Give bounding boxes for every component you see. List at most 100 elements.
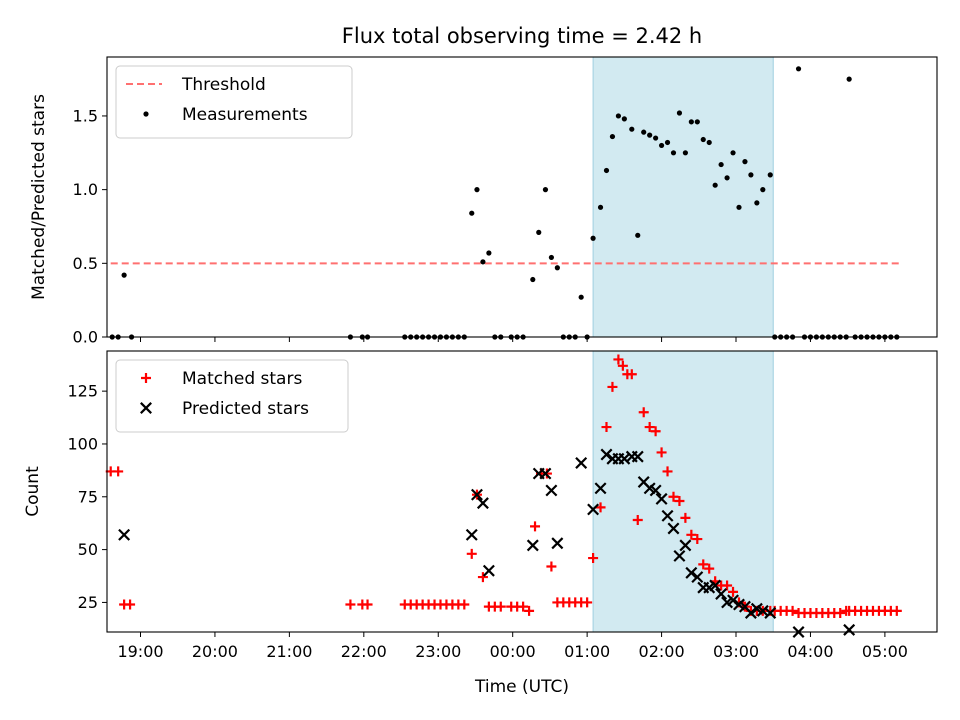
y-tick-label: 50	[78, 540, 98, 559]
data-point	[728, 586, 739, 597]
data-point	[546, 561, 557, 572]
data-point	[536, 229, 542, 235]
data-point	[655, 492, 668, 505]
data-point	[597, 204, 604, 210]
data-point	[658, 142, 665, 149]
legend-label: Predicted stars	[182, 399, 309, 419]
data-point	[526, 539, 539, 552]
data-point	[476, 497, 489, 510]
data-point	[469, 210, 475, 216]
data-point	[482, 564, 495, 577]
y-tick-label: 1.5	[73, 106, 98, 125]
y-axis-label: Matched/Predicted stars	[29, 94, 49, 300]
y-tick-label: 1.0	[73, 180, 98, 199]
count-panel: 25 50 75 100 125 19:00 20:00 21:00 22:00 23:00 00:…	[23, 350, 938, 661]
data-point	[691, 571, 704, 584]
data-point	[595, 502, 606, 513]
data-point	[730, 150, 736, 156]
data-point	[891, 605, 902, 616]
chart-title: Flux total observing time = 2.42 h	[342, 24, 702, 48]
x-tick-label: 23:00	[415, 642, 461, 661]
data-point	[588, 553, 599, 564]
data-point	[650, 426, 661, 437]
data-point	[846, 76, 852, 82]
data-point	[548, 254, 555, 261]
data-point	[698, 559, 709, 570]
series-measurements	[109, 66, 900, 340]
data-point	[465, 528, 478, 541]
data-point	[617, 360, 628, 371]
data-point	[621, 116, 627, 122]
data-point	[700, 136, 706, 143]
x-tick-label: 01:00	[564, 642, 610, 661]
data-point	[718, 161, 724, 168]
data-point	[578, 294, 584, 300]
data-point	[582, 597, 593, 608]
data-point	[486, 250, 492, 256]
data-point	[704, 563, 715, 574]
data-point	[118, 528, 131, 541]
data-point	[474, 187, 480, 193]
plot-frame	[106, 56, 938, 338]
data-point	[843, 623, 856, 636]
data-point	[545, 484, 558, 497]
data-point	[466, 548, 477, 559]
data-point	[542, 187, 549, 193]
data-point	[679, 539, 692, 552]
data-point	[615, 113, 621, 119]
plot-frame	[106, 350, 938, 633]
y-tick-label: 25	[78, 593, 98, 612]
legend: Matched stars Predicted stars	[115, 359, 349, 433]
data-point	[632, 515, 643, 526]
data-point	[756, 604, 769, 617]
data-point	[470, 488, 483, 501]
data-point	[653, 135, 659, 141]
data-point	[688, 119, 694, 125]
data-point	[530, 276, 536, 283]
data-point	[664, 139, 671, 146]
x-tick-label: 21:00	[266, 642, 312, 661]
data-point	[692, 534, 703, 545]
observing-interval-shade	[592, 56, 774, 338]
data-point	[590, 235, 596, 241]
data-point	[477, 572, 488, 583]
data-point	[727, 594, 740, 607]
data-point	[685, 566, 698, 579]
data-point	[706, 139, 712, 146]
x-tick-label: 20:00	[192, 642, 238, 661]
data-point	[682, 150, 688, 156]
data-point	[629, 126, 635, 132]
data-point	[835, 607, 846, 618]
x-tick-label: 00:00	[490, 642, 536, 661]
x-tick-label: 02:00	[639, 642, 685, 661]
data-point	[767, 172, 773, 178]
y-tick-label: 125	[67, 382, 98, 401]
data-point	[125, 599, 136, 610]
legend-label: Threshold	[181, 75, 266, 95]
data-point	[495, 601, 506, 612]
y-tick-label: 0.5	[73, 254, 98, 273]
data-point	[742, 159, 748, 165]
data-point	[662, 466, 673, 477]
data-point	[480, 259, 486, 265]
data-point	[530, 521, 541, 532]
data-point	[712, 182, 718, 188]
data-point	[667, 522, 680, 535]
data-point	[724, 175, 730, 181]
data-point	[686, 529, 697, 540]
data-point	[345, 599, 356, 610]
x-tick-label: 04:00	[787, 642, 833, 661]
x-tick-label: 19:00	[117, 642, 163, 661]
legend-box	[115, 359, 349, 433]
data-point	[722, 580, 733, 591]
data-point	[459, 599, 470, 610]
data-point	[601, 422, 612, 433]
data-point	[709, 579, 722, 592]
y-tick-label: 0.0	[73, 328, 98, 347]
data-point	[674, 496, 685, 507]
data-point	[113, 466, 124, 477]
legend-marker-swatch	[141, 373, 151, 383]
legend-label: Matched stars	[182, 369, 302, 389]
data-point	[754, 200, 760, 206]
